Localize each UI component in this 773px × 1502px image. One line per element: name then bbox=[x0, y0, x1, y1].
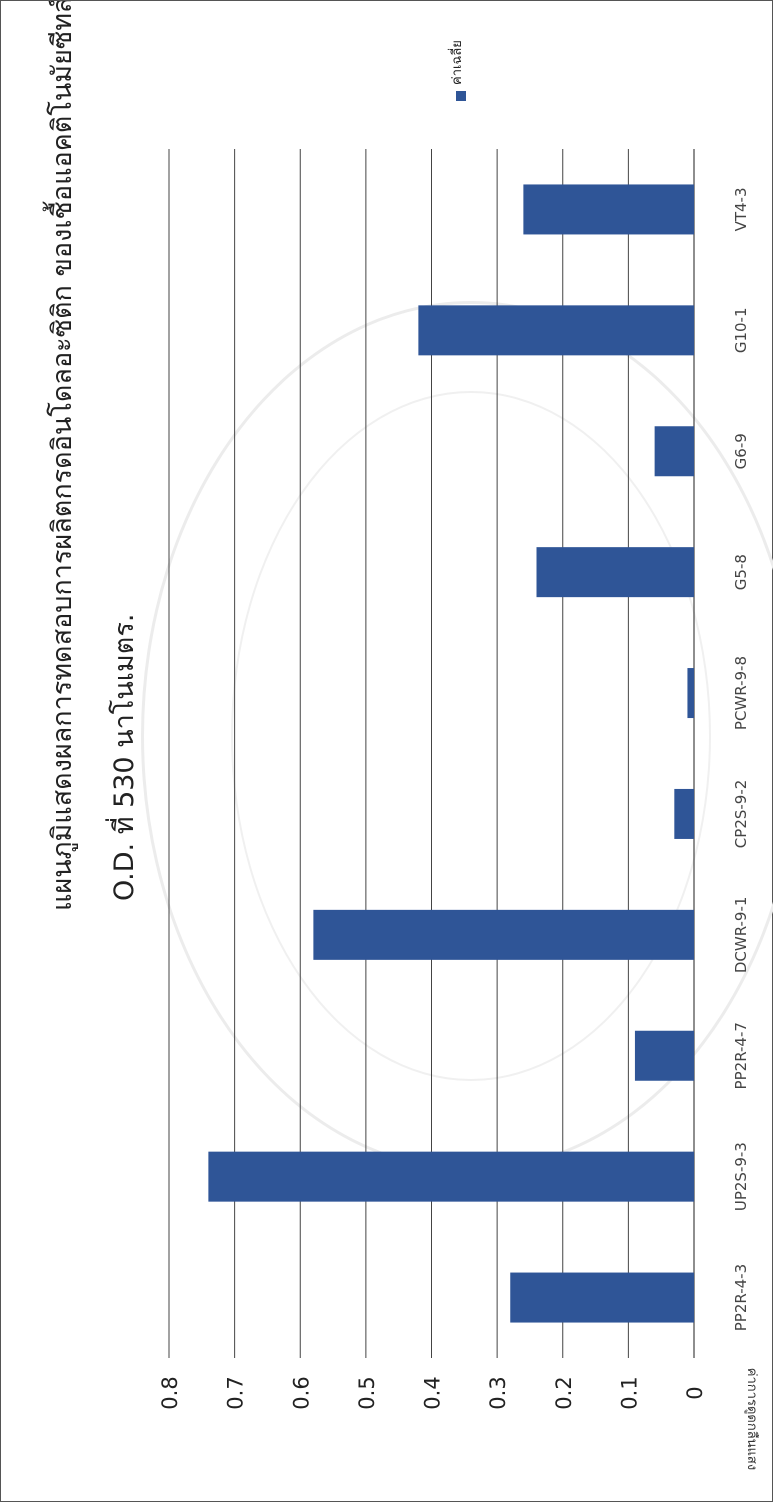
category-label: G10-1 bbox=[732, 308, 750, 354]
bar-UP2S-9-3 bbox=[208, 1151, 694, 1202]
bar-CP2S-9-2 bbox=[674, 788, 694, 839]
bar-G10-1 bbox=[418, 305, 694, 356]
bar-VT4-3 bbox=[523, 184, 694, 235]
bar-PP2R-4-3 bbox=[510, 1272, 694, 1323]
y-axis-title: ค่าการดูดกลืนแสง bbox=[744, 1368, 760, 1470]
y-tick-label: 0.7 bbox=[224, 1376, 248, 1409]
category-label: CP2S-9-2 bbox=[732, 780, 750, 849]
legend-swatch bbox=[456, 91, 466, 101]
y-tick-label: 0.3 bbox=[486, 1376, 510, 1409]
category-label: G6-9 bbox=[732, 433, 750, 469]
bar-G6-9 bbox=[654, 426, 694, 477]
category-label: PP2R-4-3 bbox=[732, 1264, 750, 1331]
legend: ค่าเฉลี่ย bbox=[448, 40, 466, 101]
y-tick-labels: 0 0.1 0.2 0.3 0.4 0.5 0.6 0.7 0.8 bbox=[158, 1376, 707, 1409]
y-tick-label: 0.4 bbox=[421, 1376, 445, 1409]
seal-watermark-inner bbox=[231, 391, 711, 1081]
bar-G5-8 bbox=[536, 547, 694, 598]
category-label: PP2R-4-7 bbox=[732, 1022, 750, 1089]
bars bbox=[208, 184, 694, 1323]
category-label: VT4-3 bbox=[732, 187, 750, 231]
category-label: G5-8 bbox=[732, 554, 750, 590]
bar-PCWR-9-8 bbox=[687, 668, 694, 719]
y-tick-label: 0.2 bbox=[552, 1376, 576, 1409]
y-tick-label: 0.8 bbox=[158, 1376, 182, 1409]
category-labels: PP2R-4-3 UP2S-9-3 PP2R-4-7 DCWR-9-1 CP2S-9-2… bbox=[732, 187, 750, 1331]
y-tick-label: 0.6 bbox=[289, 1376, 313, 1409]
category-label: PCWR-9-8 bbox=[732, 656, 750, 730]
chart-subtitle: O.D. ที่ 530 นาโนเมตร. bbox=[105, 614, 140, 901]
y-tick-label: 0.5 bbox=[355, 1376, 379, 1409]
category-label: UP2S-9-3 bbox=[732, 1142, 750, 1211]
y-tick-label: 0.1 bbox=[617, 1376, 641, 1409]
y-tick-label: 0 bbox=[683, 1386, 707, 1399]
bar-DCWR-9-1 bbox=[313, 909, 694, 960]
bar-PP2R-4-7 bbox=[634, 1030, 694, 1081]
legend-label: ค่าเฉลี่ย bbox=[448, 40, 465, 85]
category-label: DCWR-9-1 bbox=[732, 897, 750, 974]
chart-title: แผนภูมิแสดงผลการทดสอบการผลิตกรดอินโดลอะซ… bbox=[42, 1, 78, 911]
